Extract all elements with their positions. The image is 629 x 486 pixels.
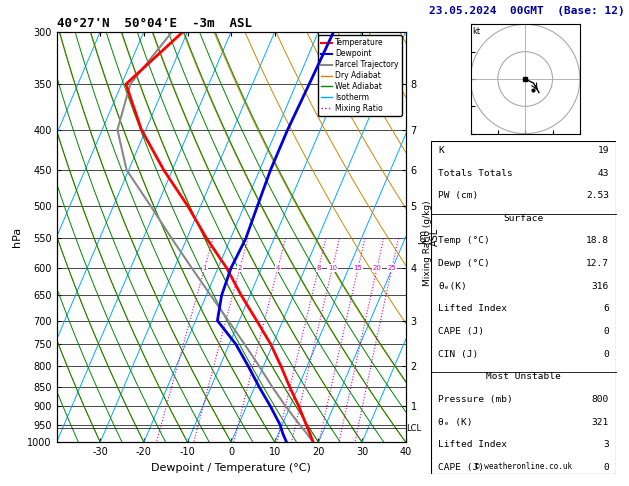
Y-axis label: km
ASL: km ASL xyxy=(418,228,440,246)
Text: Temp (°C): Temp (°C) xyxy=(438,237,490,245)
Text: 2.53: 2.53 xyxy=(586,191,609,200)
Text: 4: 4 xyxy=(276,265,280,271)
Text: CAPE (J): CAPE (J) xyxy=(438,327,484,336)
Legend: Temperature, Dewpoint, Parcel Trajectory, Dry Adiabat, Wet Adiabat, Isotherm, Mi: Temperature, Dewpoint, Parcel Trajectory… xyxy=(318,35,402,116)
Text: 6: 6 xyxy=(603,304,609,313)
Y-axis label: hPa: hPa xyxy=(12,227,21,247)
Text: 3: 3 xyxy=(603,440,609,449)
Text: PW (cm): PW (cm) xyxy=(438,191,479,200)
Text: LCL: LCL xyxy=(406,424,421,433)
Text: Totals Totals: Totals Totals xyxy=(438,169,513,177)
Text: 23.05.2024  00GMT  (Base: 12): 23.05.2024 00GMT (Base: 12) xyxy=(429,6,625,16)
Text: 20: 20 xyxy=(372,265,381,271)
X-axis label: Dewpoint / Temperature (°C): Dewpoint / Temperature (°C) xyxy=(151,463,311,473)
Text: θₑ(K): θₑ(K) xyxy=(438,282,467,291)
Text: kt: kt xyxy=(472,27,480,36)
Text: Pressure (mb): Pressure (mb) xyxy=(438,395,513,404)
Text: Mixing Ratio (g/kg): Mixing Ratio (g/kg) xyxy=(423,200,431,286)
Text: 25: 25 xyxy=(387,265,396,271)
Text: Most Unstable: Most Unstable xyxy=(486,372,561,382)
Text: 0: 0 xyxy=(603,463,609,472)
Text: 800: 800 xyxy=(592,395,609,404)
Text: 15: 15 xyxy=(353,265,362,271)
Text: 18.8: 18.8 xyxy=(586,237,609,245)
Text: 10: 10 xyxy=(328,265,337,271)
Text: 0: 0 xyxy=(603,349,609,359)
Text: 40°27'N  50°04'E  -3m  ASL: 40°27'N 50°04'E -3m ASL xyxy=(57,17,252,30)
Text: Lifted Index: Lifted Index xyxy=(438,304,507,313)
Text: CIN (J): CIN (J) xyxy=(438,349,479,359)
Text: K: K xyxy=(438,146,444,155)
Text: Lifted Index: Lifted Index xyxy=(438,440,507,449)
Text: θₑ (K): θₑ (K) xyxy=(438,417,473,427)
Text: © weatheronline.co.uk: © weatheronline.co.uk xyxy=(475,462,572,470)
Text: 12.7: 12.7 xyxy=(586,259,609,268)
Text: 316: 316 xyxy=(592,282,609,291)
Text: Surface: Surface xyxy=(504,214,543,223)
Text: 1: 1 xyxy=(203,265,207,271)
Text: 321: 321 xyxy=(592,417,609,427)
Text: 2: 2 xyxy=(238,265,242,271)
Text: 8: 8 xyxy=(316,265,321,271)
Text: 43: 43 xyxy=(598,169,609,177)
Text: 0: 0 xyxy=(603,327,609,336)
Text: Dewp (°C): Dewp (°C) xyxy=(438,259,490,268)
Text: CAPE (J): CAPE (J) xyxy=(438,463,484,472)
Text: 19: 19 xyxy=(598,146,609,155)
